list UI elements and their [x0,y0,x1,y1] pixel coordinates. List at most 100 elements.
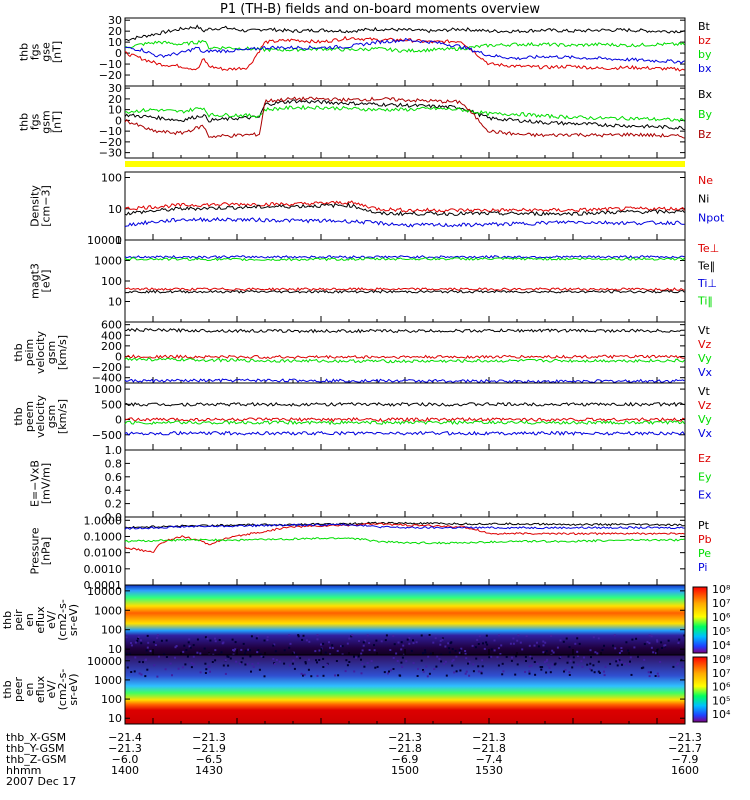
y-axis-label-line: thb [1,611,14,629]
heatmap-speckle [649,671,652,674]
heatmap-speckle [656,648,659,651]
heatmap-speckle [498,634,500,637]
footer-value: −21.8 [388,742,422,755]
heatmap-speckle [316,638,319,641]
heatmap-speckle [144,675,147,678]
heatmap-speckle [454,649,457,652]
heatmap-speckle [329,653,332,656]
heatmap-speckle [320,643,322,646]
heatmap-speckle [524,655,527,658]
heatmap-speckle [392,634,395,637]
heatmap-speckle [531,657,533,660]
heatmap-speckle [137,637,139,640]
legend-entry: Vz [698,399,712,412]
heatmap-speckle [502,670,505,673]
heatmap-speckle [512,642,515,645]
heatmap-speckle [262,656,265,658]
heatmap-speckle [147,641,150,644]
heatmap-speckle [444,660,447,663]
heatmap-speckle [146,646,149,649]
heatmap-speckle [592,664,595,667]
heatmap-speckle [412,662,415,665]
heatmap-speckle [175,645,178,647]
heatmap-speckle [346,664,349,667]
heatmap-speckle [655,652,658,655]
heatmap-speckle [539,666,542,668]
heatmap-speckle [464,652,467,655]
heatmap-speckle [291,662,294,665]
heatmap-speckle [401,665,404,668]
heatmap-speckle [410,649,413,652]
heatmap-speckle [609,662,612,665]
heatmap-speckle [260,655,263,658]
heatmap-speckle [393,643,396,646]
y-tick-label: −500 [92,429,122,442]
legend-entry: Pe [698,547,711,560]
legend-entry: Vz [698,338,712,351]
heatmap-speckle [203,647,206,650]
heatmap-speckle [635,637,638,640]
heatmap-speckle [547,664,550,667]
heatmap-speckle [288,634,291,637]
heatmap-speckle [631,638,634,641]
heatmap-speckle [156,636,159,639]
heatmap-speckle [257,649,260,651]
heatmap-speckle [511,656,513,659]
y-tick-label: 10 [108,104,122,117]
heatmap-speckle [383,671,386,674]
panel-e-vxb: 1.00.80.60.40.20.0 E=−VxB[mV/m] Ez Ey Ex [29,444,712,524]
heatmap-speckle [244,652,246,655]
heatmap-speckle [543,661,546,664]
legend-entry: Vt [698,385,711,398]
heatmap-speckle [439,639,442,642]
y-axis-label-line: velocity [34,395,47,438]
heatmap-speckle [373,644,375,647]
heatmap-speckle [384,639,387,642]
heatmap-speckle [366,634,369,637]
heatmap-speckle [138,672,141,675]
heatmap-speckle [331,644,334,647]
y-tick-label: 20 [108,25,122,38]
heatmap-speckle [235,660,238,663]
colorbar [692,586,708,654]
y-axis-label-line: thb [12,343,25,361]
heatmap-speckle [188,638,191,641]
heatmap-speckle [299,657,302,660]
heatmap-speckle [295,655,298,658]
y-tick-label: 500 [101,398,122,411]
heatmap-speckle [629,656,632,659]
heatmap-speckle [227,655,230,658]
footer-value: −21.3 [108,742,142,755]
legend-entry: Bz [698,128,712,141]
heatmap-speckle [497,647,500,650]
heatmap-speckle [182,650,185,653]
heatmap-speckle [153,664,156,667]
series-line-Vy [124,357,685,364]
heatmap-speckle [603,644,605,647]
heatmap-speckle [266,638,269,641]
heatmap-speckle [214,640,217,643]
footer-row-label: thb_Z-GSM [6,753,66,766]
heatmap-speckle [334,674,337,677]
heatmap-speckle [536,641,538,644]
heatmap-speckle [490,655,493,658]
footer-value: −21.7 [668,742,702,755]
series-line-Pb [124,522,685,553]
y-tick-label: 1000 [94,383,122,396]
heatmap-speckle [348,661,351,663]
figure-title: P1 (TH-B) fields and on-board moments ov… [220,2,540,17]
heatmap-speckle [615,660,618,663]
heatmap-speckle [314,650,317,653]
heatmap-speckle [633,646,636,649]
heatmap-speckle [576,655,579,657]
heatmap-speckle [540,668,543,671]
y-axis-label-line: eV/ [45,611,58,629]
heatmap-speckle [603,674,606,677]
footer-value: 1400 [111,764,139,777]
footer-value: 1530 [475,764,503,777]
heatmap-speckle [515,655,518,658]
colorbar-tick-label: 10⁴ [712,639,731,652]
